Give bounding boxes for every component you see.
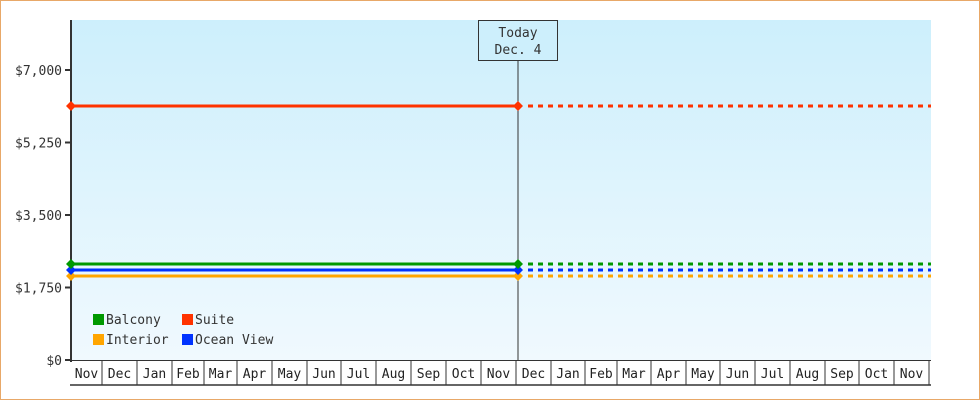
x-tick-label: May [278,367,302,382]
x-tick-label: Oct [865,367,888,382]
series-balcony-start-point [66,259,76,269]
legend-label-suite: Suite [195,313,234,328]
x-tick-label: Apr [657,367,681,382]
x-tick-label: Jan [556,367,579,382]
x-tick-label: Aug [796,367,819,382]
x-tick-label: Apr [243,367,267,382]
series-interior-start-point [66,271,76,281]
x-tick-label: Dec [522,367,545,382]
legend-label-interior: Interior [106,333,169,348]
series-balcony-today-point [513,259,523,269]
x-tick-label: Oct [452,367,475,382]
x-tick-label: Sep [417,367,441,382]
x-tick-label: Feb [176,367,200,382]
series-ocean-view-start-point [66,265,76,275]
x-tick-label: Jan [143,367,166,382]
x-tick-label: Dec [108,367,131,382]
x-tick-label: Mar [622,367,646,382]
legend-swatch-ocean-view [182,334,193,345]
legend-label-balcony: Balcony [106,313,161,328]
x-tick-label: Nov [75,367,99,382]
x-tick-label: Mar [209,367,233,382]
y-tick-label: $7,000 [15,64,62,79]
today-date: Dec. 4 [495,43,542,58]
x-tick-label: Jun [312,367,335,382]
today-label: Today [498,26,537,41]
x-tick-label: Jul [761,367,784,382]
x-tick-label: Sep [830,367,854,382]
y-tick-label: $5,250 [15,137,62,152]
legend-swatch-suite [182,314,193,325]
plot-area [71,20,931,360]
y-tick-label: $3,500 [15,209,62,224]
x-tick-label: Jul [347,367,370,382]
x-tick-label: Nov [900,367,924,382]
x-tick-label: Feb [589,367,613,382]
y-tick-label: $0 [46,354,62,369]
series-ocean-view-today-point [513,265,523,275]
x-tick-label: Jun [726,367,749,382]
legend-swatch-balcony [93,314,104,325]
y-tick-label: $1,750 [15,282,62,297]
series-suite-today-point [513,101,523,111]
x-tick-label: Aug [382,367,405,382]
series-suite-start-point [66,101,76,111]
x-tick-label: May [691,367,715,382]
legend-swatch-interior [93,334,104,345]
series-interior-today-point [513,271,523,281]
x-tick-label: Nov [487,367,511,382]
legend-label-ocean-view: Ocean View [195,333,273,348]
today-marker-box [478,20,558,61]
